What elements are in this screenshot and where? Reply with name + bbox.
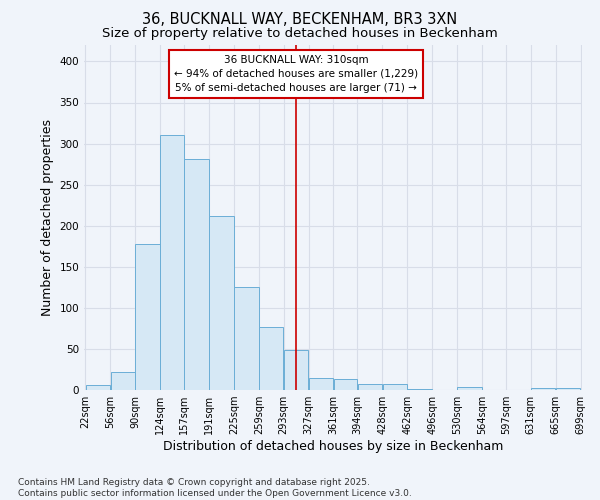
- Bar: [334, 380, 358, 390]
- Bar: [110, 372, 135, 390]
- X-axis label: Distribution of detached houses by size in Beckenham: Distribution of detached houses by size …: [163, 440, 503, 453]
- Bar: [407, 389, 432, 390]
- Bar: [358, 384, 382, 390]
- Text: Contains HM Land Registry data © Crown copyright and database right 2025.
Contai: Contains HM Land Registry data © Crown c…: [18, 478, 412, 498]
- Text: Size of property relative to detached houses in Beckenham: Size of property relative to detached ho…: [102, 28, 498, 40]
- Bar: [136, 244, 160, 390]
- Bar: [308, 378, 333, 390]
- Bar: [184, 159, 209, 390]
- Bar: [86, 385, 110, 390]
- Text: 36 BUCKNALL WAY: 310sqm
← 94% of detached houses are smaller (1,229)
5% of semi-: 36 BUCKNALL WAY: 310sqm ← 94% of detache…: [174, 55, 418, 93]
- Bar: [234, 288, 259, 390]
- Bar: [457, 386, 482, 390]
- Bar: [209, 216, 234, 390]
- Bar: [383, 384, 407, 390]
- Text: 36, BUCKNALL WAY, BECKENHAM, BR3 3XN: 36, BUCKNALL WAY, BECKENHAM, BR3 3XN: [142, 12, 458, 28]
- Bar: [160, 134, 184, 390]
- Bar: [531, 388, 556, 390]
- Y-axis label: Number of detached properties: Number of detached properties: [41, 119, 54, 316]
- Bar: [556, 388, 580, 390]
- Bar: [259, 327, 283, 390]
- Bar: [284, 350, 308, 390]
